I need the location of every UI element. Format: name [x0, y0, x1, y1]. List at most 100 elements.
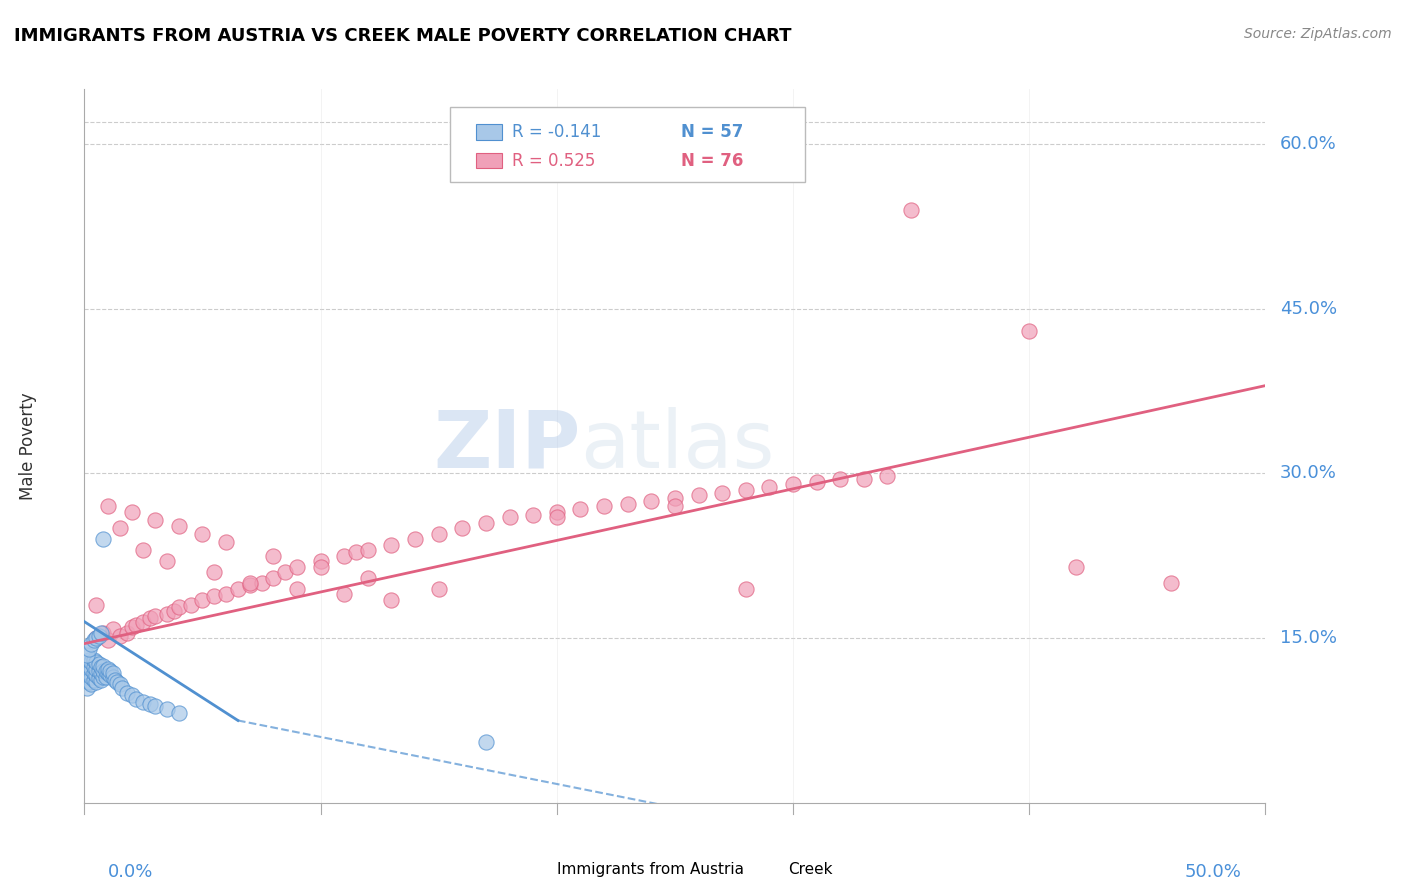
- Point: [91, 669, 114, 683]
- Point: [97, 666, 120, 681]
- Point: [115, 686, 138, 700]
- Point: [77, 666, 100, 681]
- Text: atlas: atlas: [581, 407, 775, 485]
- Point: [143, 609, 166, 624]
- Point: [121, 688, 143, 702]
- Text: 60.0%: 60.0%: [1279, 135, 1336, 153]
- Point: [94, 664, 117, 678]
- Text: ZIP: ZIP: [433, 407, 581, 485]
- Point: [1160, 576, 1182, 591]
- Point: [76, 681, 98, 695]
- Point: [451, 521, 474, 535]
- Point: [90, 625, 112, 640]
- Point: [139, 611, 162, 625]
- Point: [84, 662, 107, 676]
- Point: [427, 526, 450, 541]
- Point: [1066, 559, 1088, 574]
- Point: [76, 669, 98, 683]
- Point: [97, 662, 120, 676]
- Bar: [522, 862, 547, 878]
- Point: [782, 477, 804, 491]
- Point: [121, 505, 143, 519]
- Point: [226, 582, 249, 596]
- Point: [101, 666, 124, 681]
- Point: [664, 491, 686, 505]
- Point: [380, 592, 402, 607]
- Point: [546, 505, 568, 519]
- Point: [202, 590, 225, 604]
- Point: [357, 543, 380, 558]
- Point: [143, 699, 166, 714]
- Point: [83, 673, 105, 687]
- Text: N = 76: N = 76: [681, 152, 744, 169]
- Point: [167, 519, 190, 533]
- Point: [77, 642, 100, 657]
- Point: [91, 658, 114, 673]
- Text: Creek: Creek: [789, 863, 832, 878]
- Point: [77, 653, 100, 667]
- Point: [84, 655, 107, 669]
- Point: [475, 516, 498, 530]
- Point: [87, 629, 110, 643]
- Text: Male Poverty: Male Poverty: [20, 392, 37, 500]
- Point: [91, 625, 114, 640]
- Point: [664, 500, 686, 514]
- Point: [94, 669, 117, 683]
- Point: [344, 545, 367, 559]
- Point: [84, 631, 107, 645]
- Point: [83, 653, 105, 667]
- Point: [309, 554, 332, 568]
- Point: [830, 472, 852, 486]
- Point: [357, 571, 380, 585]
- Point: [1018, 324, 1040, 338]
- Point: [101, 623, 124, 637]
- Point: [87, 657, 110, 672]
- Point: [806, 475, 828, 490]
- Point: [108, 677, 131, 691]
- Point: [90, 666, 112, 681]
- Point: [125, 618, 148, 632]
- Point: [333, 587, 356, 601]
- Point: [76, 648, 98, 662]
- Point: [98, 668, 121, 682]
- Point: [98, 664, 121, 678]
- Point: [104, 673, 127, 687]
- Point: [84, 668, 107, 682]
- Bar: [752, 862, 778, 878]
- Point: [167, 600, 190, 615]
- Point: [309, 559, 332, 574]
- Point: [121, 620, 143, 634]
- Point: [97, 500, 120, 514]
- Point: [115, 625, 138, 640]
- Point: [111, 681, 134, 695]
- Point: [83, 666, 105, 681]
- Point: [250, 576, 273, 591]
- Point: [640, 494, 662, 508]
- Point: [80, 662, 103, 676]
- Text: R = 0.525: R = 0.525: [512, 152, 595, 169]
- Point: [83, 659, 105, 673]
- Point: [202, 566, 225, 580]
- Point: [215, 534, 238, 549]
- Bar: [477, 124, 502, 140]
- Point: [239, 578, 262, 592]
- Point: [215, 587, 238, 601]
- Point: [80, 655, 103, 669]
- Point: [97, 633, 120, 648]
- Point: [83, 633, 105, 648]
- Text: N = 57: N = 57: [681, 123, 744, 141]
- Text: 0.0%: 0.0%: [108, 863, 153, 881]
- Point: [132, 695, 155, 709]
- Text: 30.0%: 30.0%: [1279, 465, 1337, 483]
- Text: R = -0.141: R = -0.141: [512, 123, 602, 141]
- Point: [167, 706, 190, 720]
- Text: IMMIGRANTS FROM AUSTRIA VS CREEK MALE POVERTY CORRELATION CHART: IMMIGRANTS FROM AUSTRIA VS CREEK MALE PO…: [14, 27, 792, 45]
- Point: [80, 637, 103, 651]
- Text: 15.0%: 15.0%: [1279, 629, 1337, 647]
- Point: [76, 664, 98, 678]
- Point: [156, 607, 179, 621]
- Point: [380, 538, 402, 552]
- Point: [569, 501, 592, 516]
- Point: [900, 202, 922, 217]
- Point: [734, 483, 756, 497]
